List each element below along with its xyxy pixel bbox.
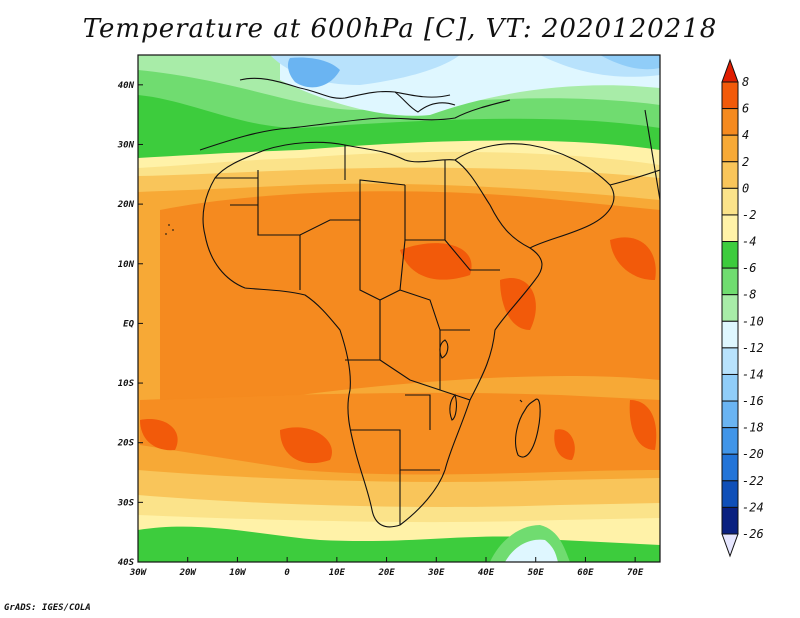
lon-tick-label: 30E (427, 568, 445, 578)
lat-tick-label: 10N (118, 260, 135, 270)
colorbar-swatch (721, 506, 739, 535)
lon-tick-label: 10W (229, 568, 247, 578)
colorbar-swatch (721, 134, 739, 163)
colorbar-label: -8 (742, 288, 756, 302)
lon-tick-label: 20W (179, 568, 198, 578)
colorbar-label: -26 (742, 527, 764, 541)
coastlines (165, 77, 660, 528)
colorbar-label: -24 (742, 500, 764, 514)
lon-tick-label: 50E (528, 568, 545, 578)
colorbar-swatch (721, 347, 739, 375)
colorbar-swatch (721, 81, 739, 110)
colorbar: 8 6 4 2 0 -2 -4 -6 -8 -10 -12 -14 -16 -18 -20 -22 -24 -26 (721, 58, 764, 558)
colorbar-label: -22 (742, 474, 764, 488)
lon-tick-label: 20E (377, 568, 395, 578)
colorbar-bottom-arrow (721, 533, 739, 558)
colorbar-label: -2 (742, 208, 756, 222)
colorbar-label: -20 (742, 447, 764, 461)
lon-tick-label: 30W (129, 568, 148, 578)
colorbar-label: -6 (742, 261, 756, 275)
colorbar-swatch (721, 214, 739, 243)
lat-tick-label: 20N (117, 200, 135, 210)
lat-tick-label: 40N (118, 81, 135, 91)
colorbar-swatch (721, 400, 739, 429)
longitude-axis: 30W 20W 10W 0 10E 20E 30E 40E 50E 60E 70E (129, 557, 644, 578)
colorbar-swatch (721, 187, 739, 216)
colorbar-swatch (721, 161, 739, 189)
latitude-axis: 40S 30S 20S 10S EQ 10N 20N 30N 40N (117, 81, 143, 568)
colorbar-swatch (721, 294, 739, 322)
colorbar-label: -4 (742, 235, 756, 249)
lat-tick-label: 10S (118, 379, 135, 389)
lon-tick-label: 70E (627, 568, 644, 578)
colorbar-swatch (721, 427, 739, 455)
lat-tick-label: 40S (118, 558, 135, 568)
colorbar-swatch (721, 108, 739, 136)
lon-tick-label: 40E (478, 568, 495, 578)
colorbar-swatch (721, 241, 739, 269)
colorbar-label: 2 (742, 155, 749, 169)
lat-tick-label: 30S (117, 498, 135, 508)
temperature-field (138, 55, 660, 562)
colorbar-label: -16 (742, 394, 764, 408)
lon-tick-label: 10E (329, 568, 346, 578)
lat-tick-label: EQ (123, 319, 134, 329)
colorbar-swatch (721, 267, 739, 296)
colorbar-label: 4 (742, 128, 749, 142)
colorbar-label: 6 (742, 102, 749, 116)
colorbar-top-arrow (721, 58, 739, 83)
colorbar-swatch (721, 453, 739, 482)
lon-tick-label: 0 (284, 568, 290, 578)
colorbar-label: -18 (742, 421, 764, 435)
colorbar-swatch (721, 320, 739, 349)
lon-tick-label: 60E (577, 568, 594, 578)
colorbar-label: 8 (742, 75, 749, 89)
colorbar-swatch (721, 480, 739, 508)
colorbar-swatch (721, 373, 739, 402)
lat-tick-label: 20S (117, 439, 135, 449)
colorbar-label: -12 (742, 341, 764, 355)
credit-label: GrADS: IGES/COLA (4, 603, 91, 613)
lat-tick-label: 30N (117, 140, 135, 150)
colorbar-label: -10 (742, 314, 764, 328)
colorbar-label: 0 (742, 181, 749, 195)
colorbar-label: -14 (742, 367, 764, 381)
plot-frame (137, 54, 661, 563)
page-title: Temperature at 600hPa [C], VT: 202012021… (82, 14, 718, 44)
